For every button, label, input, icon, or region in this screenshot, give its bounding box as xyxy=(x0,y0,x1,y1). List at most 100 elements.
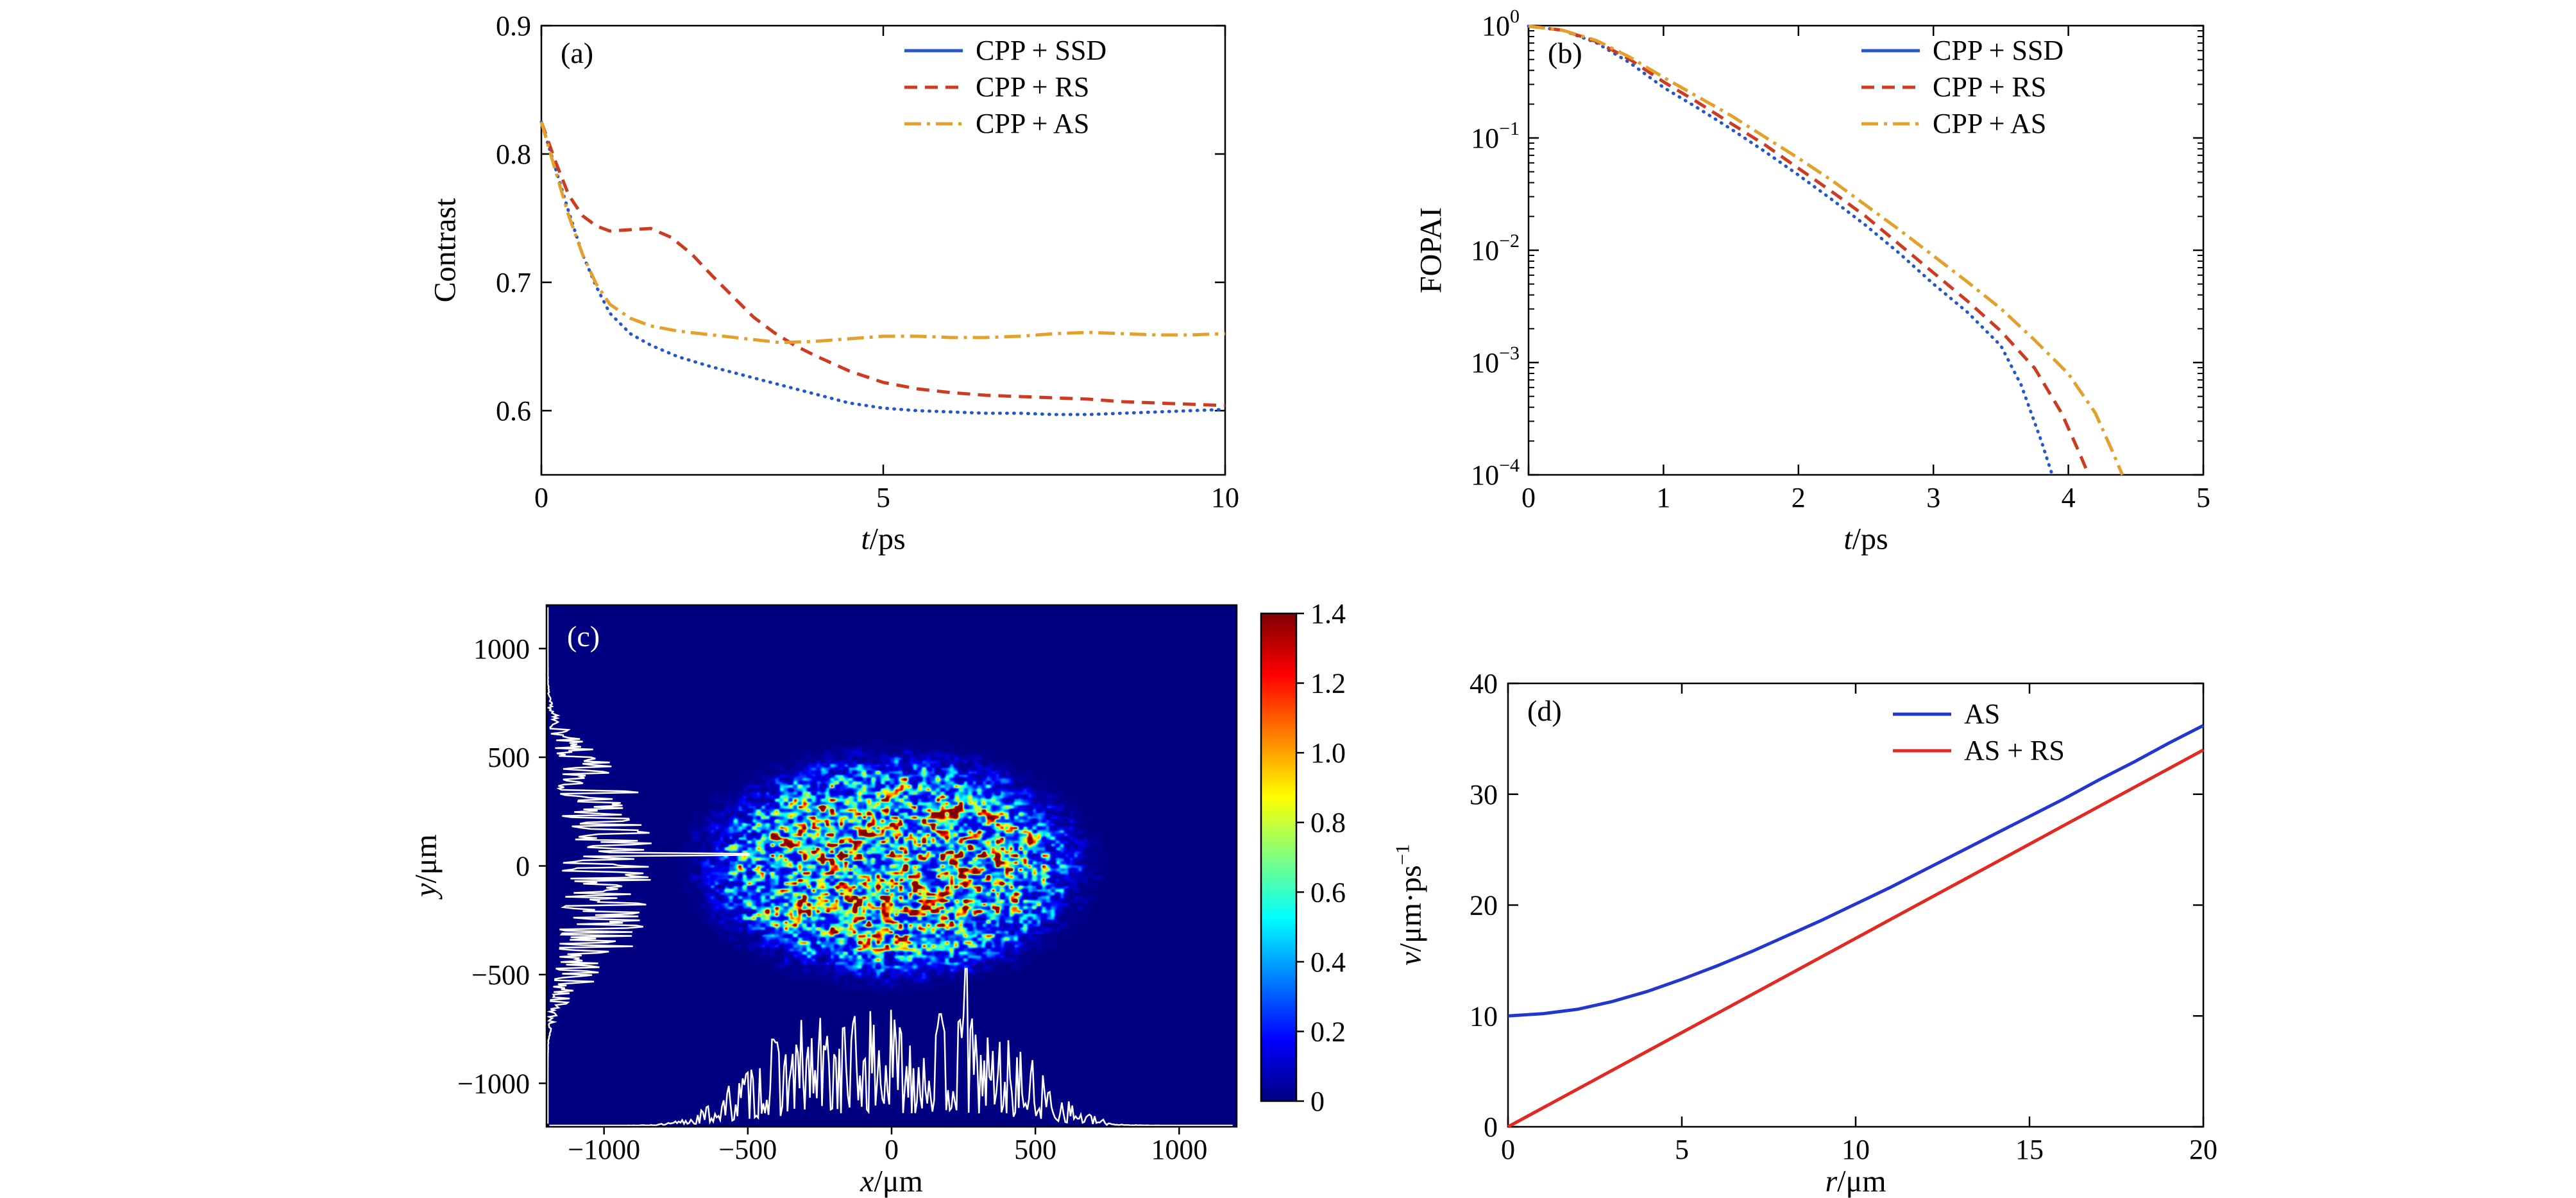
tick-label: 0.9 xyxy=(496,10,531,42)
legend-b: CPP + SSD CPP + RS CPP + AS xyxy=(1860,32,2063,142)
tick-label: 500 xyxy=(487,742,530,773)
tick-label: −1000 xyxy=(457,1068,530,1099)
colorbar-tick-label: 1.0 xyxy=(1310,737,1346,769)
xlabel-sep: / xyxy=(874,1164,883,1198)
panel-d-xlabel: r/μm xyxy=(1825,1164,1886,1198)
tick-label: 5 xyxy=(1675,1134,1689,1165)
series-line xyxy=(539,120,1227,416)
panel-b-xlabel: t/ps xyxy=(1843,522,1888,557)
xlabel-var: t xyxy=(861,522,870,556)
tick-label: −500 xyxy=(471,959,530,991)
series-line xyxy=(1528,24,2124,475)
tick-label: 1 xyxy=(1656,482,1670,513)
axes-box xyxy=(1527,24,2205,476)
tick-label: 0.8 xyxy=(496,139,531,170)
ylabel-unit-exponent: −1 xyxy=(1391,844,1414,866)
panel-c-ylabel: y/μm xyxy=(409,834,444,897)
series-line xyxy=(1528,24,2090,475)
colorbar-tick-label: 0 xyxy=(1310,1086,1325,1117)
legend-entry: CPP + RS xyxy=(903,69,1106,105)
legend-entry: CPP + SSD xyxy=(1860,32,2063,69)
legend-line-sample xyxy=(904,122,963,125)
legend-entry: AS + RS xyxy=(1892,732,2065,769)
legend-label: CPP + SSD xyxy=(976,35,1107,66)
tick-label: −500 xyxy=(718,1134,777,1165)
panel-a-xlabel: t/ps xyxy=(861,522,905,557)
panel-c-xlabel: x/μm xyxy=(860,1164,923,1198)
panel-d-letter: (d) xyxy=(1527,694,1562,727)
colorbar-tick-label: 0.8 xyxy=(1310,807,1346,839)
legend-entry: CPP + RS xyxy=(1860,69,2063,105)
tick-label: 0 xyxy=(534,482,548,513)
xlabel-unit: μm xyxy=(1845,1164,1886,1198)
colorbar-tick-label: 0.2 xyxy=(1310,1016,1346,1047)
legend-entry: CPP + SSD xyxy=(903,32,1106,69)
axes-box xyxy=(540,24,1226,476)
series-line xyxy=(1507,724,2205,1018)
legend-line-sample xyxy=(1861,85,1920,89)
xlabel-unit: ps xyxy=(878,522,906,556)
tick-label: 0 xyxy=(885,1134,899,1165)
xlabel-var: r xyxy=(1825,1164,1838,1198)
tick-label: 0 xyxy=(1521,482,1536,513)
series-line xyxy=(1527,24,2054,477)
legend-line-sample xyxy=(904,49,963,52)
colorbar-tick-label: 1.4 xyxy=(1310,598,1346,629)
tick-label: 20 xyxy=(2189,1134,2217,1165)
xlabel-var: t xyxy=(1843,522,1852,556)
tick-label: 1000 xyxy=(473,633,530,665)
xlabel-unit: ps xyxy=(1861,522,1888,556)
legend-label: CPP + RS xyxy=(1933,71,2047,103)
legend-label: CPP + AS xyxy=(976,108,1090,139)
legend-line-sample xyxy=(904,85,963,89)
legend-line-sample xyxy=(1861,49,1920,52)
ylabel-unit: μm xyxy=(409,834,443,875)
legend-entry: CPP + AS xyxy=(903,105,1106,142)
horizontal-profile-line xyxy=(549,968,1233,1127)
vertical-profile-line xyxy=(547,607,750,1124)
ylabel-unit: μm·ps xyxy=(1393,865,1428,944)
tick-label: 10−3 xyxy=(1471,343,1520,379)
ylabel-sep: / xyxy=(409,875,443,884)
tick-label: 100 xyxy=(1482,6,1520,42)
colorbar-tick-label: 1.2 xyxy=(1310,668,1346,699)
panel-b-ylabel: FOPAI xyxy=(1414,207,1448,294)
series-line xyxy=(539,121,1226,345)
xlabel-sep: / xyxy=(869,522,878,556)
legend-label: AS + RS xyxy=(1964,735,2065,766)
tick-label: 10 xyxy=(1842,1134,1870,1165)
tick-label: 10−4 xyxy=(1471,455,1520,491)
tick-label: 5 xyxy=(876,482,890,513)
panel-c-letter: (c) xyxy=(567,620,600,653)
legend-a: CPP + SSD CPP + RS CPP + AS xyxy=(903,32,1106,142)
colorbar-gradient xyxy=(1261,613,1296,1101)
panel-a-ylabel: Contrast xyxy=(428,198,462,303)
tick-label: 3 xyxy=(1926,482,1940,513)
colorbar-border xyxy=(1260,612,1298,1102)
tick-label: 15 xyxy=(2015,1134,2044,1165)
colorbar-tick-label: 0.6 xyxy=(1310,877,1346,908)
tick-label: 0 xyxy=(1484,1111,1498,1143)
legend-entry: CPP + AS xyxy=(1860,105,2063,142)
legend-line-sample xyxy=(1893,749,1951,752)
axes-box xyxy=(1507,682,2205,1128)
tick-label: 0 xyxy=(1501,1134,1515,1165)
tick-label: 2 xyxy=(1792,482,1806,513)
tick-label: 500 xyxy=(1014,1134,1056,1165)
ylabel-var: y xyxy=(409,883,443,897)
legend-label: CPP + AS xyxy=(1933,108,2047,139)
tick-label: 20 xyxy=(1470,890,1498,921)
tick-label: 4 xyxy=(2062,482,2076,513)
panel-b-letter: (b) xyxy=(1548,37,1582,69)
xlabel-sep: / xyxy=(1837,1164,1846,1198)
tick-label: 0.6 xyxy=(496,395,531,427)
tick-label: 1000 xyxy=(1151,1134,1207,1165)
panel-a-letter: (a) xyxy=(561,37,594,69)
tick-label: 0.7 xyxy=(496,267,531,298)
tick-label: 5 xyxy=(2196,482,2210,513)
tick-label: 10−1 xyxy=(1471,118,1520,154)
xlabel-sep: / xyxy=(1852,522,1861,556)
tick-label: 10−2 xyxy=(1471,230,1520,266)
axes-box xyxy=(545,604,1238,1128)
